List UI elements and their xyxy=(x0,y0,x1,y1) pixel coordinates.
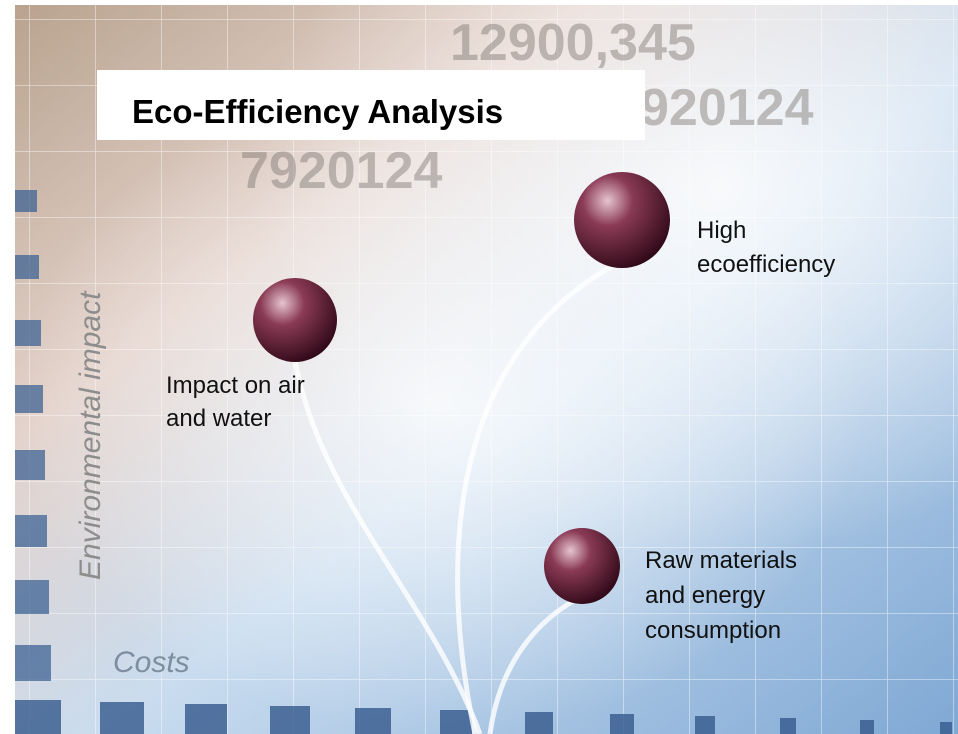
bottom-squares xyxy=(15,700,952,734)
node-label: Impact on air xyxy=(166,372,305,399)
node-label: and water xyxy=(166,405,271,432)
title-box xyxy=(97,70,645,140)
y-axis-label: Environmental impact xyxy=(74,290,107,580)
title: Eco-Efficiency Analysis xyxy=(132,93,503,130)
sphere xyxy=(544,528,620,604)
background-numbers: 12900,345 7920124 920124 xyxy=(240,14,814,200)
bg-number: 7920124 xyxy=(240,142,443,200)
node-label: High xyxy=(697,217,746,244)
bg-number: 12900,345 xyxy=(450,14,696,72)
sphere xyxy=(253,278,337,362)
node-label: and energy xyxy=(645,582,765,609)
node-label: consumption xyxy=(645,617,781,644)
node-label: ecoefficiency xyxy=(697,251,835,278)
left-squares xyxy=(15,190,51,681)
node-label: Raw materials xyxy=(645,547,797,574)
node-labels: Impact on air and water High ecoefficien… xyxy=(166,217,835,644)
x-axis-label: Costs xyxy=(113,646,190,679)
curves xyxy=(292,259,622,734)
bg-number: 920124 xyxy=(640,79,814,137)
sphere xyxy=(574,172,670,268)
